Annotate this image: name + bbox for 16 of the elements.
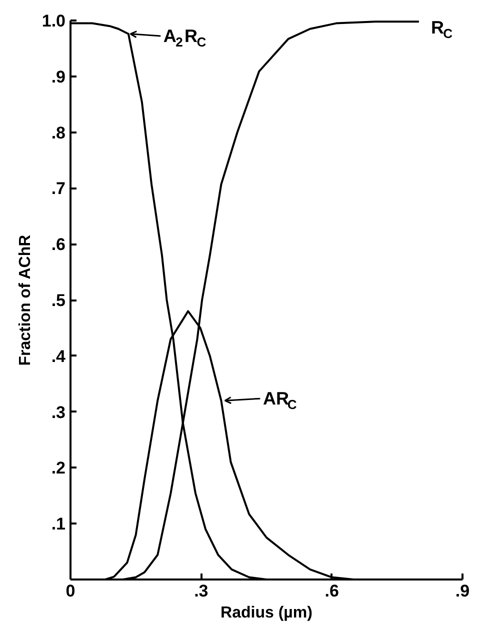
y-tick-label: .8 [51,123,66,142]
x-axis-title: Radius (µm) [220,604,312,622]
y-tick-label: .6 [51,235,66,254]
y-axis-title: Fraction of AChR [16,234,34,366]
y-tick-label: .7 [51,179,66,198]
x-tick-label: 0 [66,582,76,600]
y-tick-label: .1 [51,514,66,534]
x-tick-label: .6 [324,582,339,600]
y-tick-label: 1.0 [42,12,66,30]
x-tick-label: .3 [194,582,208,600]
y-tick-label: .5 [51,291,66,310]
y-tick-label: .2 [51,458,66,478]
y-tick-label: .4 [51,346,66,366]
x-tick-label: .9 [455,582,470,600]
y-tick-label: .3 [51,402,66,422]
y-tick-label: .9 [51,67,66,86]
